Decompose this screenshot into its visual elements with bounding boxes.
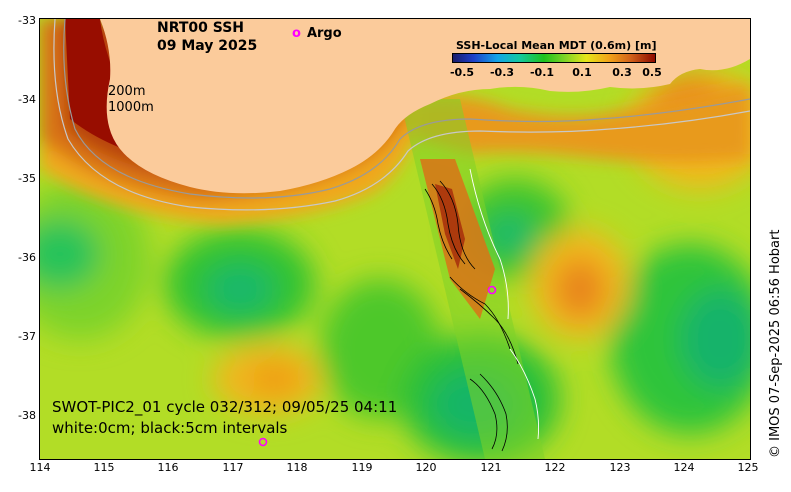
lat-tick-label: -35 xyxy=(18,172,36,185)
argo-float xyxy=(487,285,497,295)
lat-tick-label: -33 xyxy=(18,14,36,27)
argo-markers xyxy=(258,285,497,447)
lon-tick-label: 122 xyxy=(544,461,566,474)
map-title-product: NRT00 SSH xyxy=(157,20,245,36)
map-panel xyxy=(39,18,751,460)
isobaths xyxy=(53,19,750,211)
lat-tick-label: -36 xyxy=(18,251,36,264)
colorbar-title: SSH-Local Mean MDT (0.6m) [m] xyxy=(456,39,657,52)
black-contours xyxy=(424,180,519,452)
lon-tick-label: 119 xyxy=(351,461,373,474)
lon-tick-label: 121 xyxy=(480,461,502,474)
white-contours xyxy=(469,168,540,440)
colorbar-tick-label: 0.1 xyxy=(572,66,592,79)
ssh-map xyxy=(40,19,750,459)
argo-legend: o Argo xyxy=(292,26,342,41)
isobath-label-1000m: 1000m xyxy=(108,100,154,115)
lon-tick-label: 125 xyxy=(737,461,759,474)
contour-info: white:0cm; black:5cm intervals xyxy=(52,419,288,437)
isobath-label-200m: 200m xyxy=(108,84,146,99)
lat-tick-label: -37 xyxy=(18,330,36,343)
lon-tick-label: 124 xyxy=(673,461,695,474)
map-title-date: 09 May 2025 xyxy=(157,38,258,54)
argo-legend-label: Argo xyxy=(306,26,342,41)
lon-tick-label: 118 xyxy=(286,461,308,474)
colorbar-tick-label: -0.1 xyxy=(529,66,555,79)
lon-tick-label: 115 xyxy=(93,461,115,474)
colorbar xyxy=(452,53,656,63)
lon-tick-label: 120 xyxy=(415,461,437,474)
colorbar-tick-label: 0.5 xyxy=(642,66,662,79)
swot-track-info: SWOT-PIC2_01 cycle 032/312; 09/05/25 04:… xyxy=(52,398,398,416)
lon-tick-label: 114 xyxy=(29,461,51,474)
lat-tick-label: -34 xyxy=(18,93,36,106)
colorbar-tick-label: -0.3 xyxy=(489,66,515,79)
colorbar-tick-label: -0.5 xyxy=(449,66,475,79)
lat-tick-label: -38 xyxy=(18,409,36,422)
lon-tick-label: 117 xyxy=(222,461,244,474)
argo-legend-symbol: o xyxy=(292,26,301,41)
lon-tick-label: 123 xyxy=(609,461,631,474)
colorbar-tick-label: 0.3 xyxy=(612,66,632,79)
imos-credit: © IMOS 07-Sep-2025 06:56 Hobart xyxy=(768,229,783,458)
argo-float xyxy=(258,437,268,447)
lon-tick-label: 116 xyxy=(157,461,179,474)
